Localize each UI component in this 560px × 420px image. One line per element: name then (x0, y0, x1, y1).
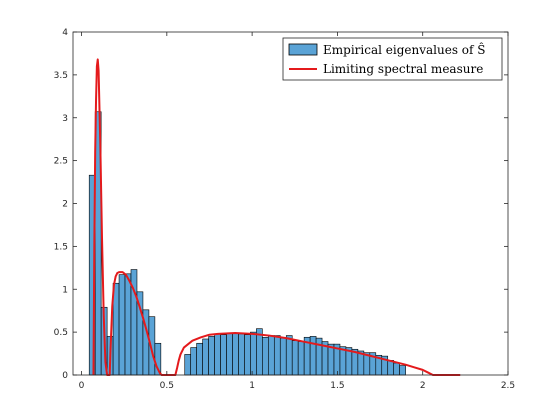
y-tick-label: 3 (62, 114, 68, 124)
histogram-bar (226, 332, 233, 376)
y-tick-label: 0.5 (54, 328, 68, 338)
y-tick-label: 1.5 (54, 242, 68, 252)
histogram-bar (297, 341, 305, 376)
x-tick-label: 1 (249, 381, 255, 391)
histogram-bar (291, 340, 299, 376)
x-tick-label: 0 (79, 381, 85, 391)
legend-swatch-histogram (288, 43, 318, 56)
y-tick-label: 0 (62, 371, 68, 381)
y-tick-label: 3.5 (54, 71, 68, 81)
histogram-bar (220, 334, 227, 376)
axis-ticks: 0 0.5 1 1.5 2 2.5 0 0.5 1 1.5 2 2.5 3 3.5 4 (54, 28, 515, 391)
limiting-curve (92, 58, 461, 376)
x-tick-label: 2 (420, 381, 426, 391)
histogram-bar (184, 354, 192, 376)
histogram-bar (262, 336, 269, 376)
histogram-bars (88, 111, 406, 376)
legend-label-curve: Limiting spectral measure (323, 62, 483, 76)
spectral-curve (92, 58, 461, 376)
y-tick-label: 2 (62, 200, 68, 210)
x-tick-label: 1.5 (330, 381, 344, 391)
legend-box (282, 37, 503, 81)
histogram-bar (268, 335, 275, 376)
histogram-bar (285, 335, 293, 376)
histogram-bar (279, 337, 287, 376)
y-tick-label: 4 (62, 28, 68, 38)
histogram-bar (393, 362, 400, 376)
histogram-bar (244, 334, 251, 376)
legend-label-histogram: Empirical eigenvalues of Ŝ (323, 41, 486, 57)
x-tick-label: 0.5 (160, 381, 174, 391)
histogram-bar (196, 342, 203, 376)
y-tick-label: 2.5 (54, 157, 68, 167)
histogram-bar (118, 274, 126, 376)
legend: Empirical eigenvalues of Ŝ Limiting spe… (282, 37, 503, 81)
histogram-bar (190, 347, 197, 376)
x-tick-label: 2.5 (501, 381, 515, 391)
histogram-bar (327, 343, 335, 376)
histogram-bar (387, 360, 395, 376)
y-tick-label: 1 (62, 285, 68, 295)
histogram-bar (250, 331, 257, 376)
histogram-bar (208, 336, 215, 376)
histogram-bar (232, 332, 239, 376)
histogram-bar (273, 335, 281, 376)
histogram-bar (238, 333, 245, 376)
histogram-bar (399, 365, 406, 376)
histogram-bar (202, 338, 209, 376)
histogram-bar (124, 273, 132, 376)
histogram-bar (214, 333, 221, 376)
